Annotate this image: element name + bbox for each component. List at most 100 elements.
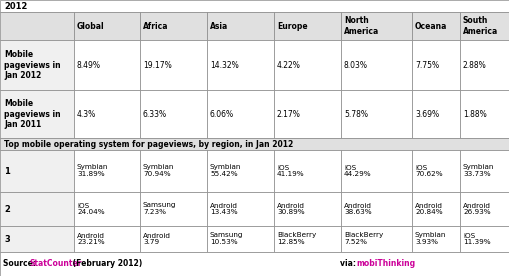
Text: 19.17%: 19.17% xyxy=(143,60,172,70)
Text: Samsung
7.23%: Samsung 7.23% xyxy=(143,203,176,216)
Bar xyxy=(74,192,140,226)
Bar xyxy=(0,138,509,150)
Bar xyxy=(74,150,140,192)
Bar xyxy=(411,40,459,90)
Bar xyxy=(341,192,411,226)
Text: Mobile
pageviews in
Jan 2012: Mobile pageviews in Jan 2012 xyxy=(4,50,61,80)
Bar xyxy=(459,192,509,226)
Text: Symbian
31.89%: Symbian 31.89% xyxy=(77,164,108,177)
Text: North
America: North America xyxy=(344,16,379,36)
Text: 14.32%: 14.32% xyxy=(210,60,238,70)
Bar xyxy=(411,150,459,192)
Bar xyxy=(140,12,207,40)
Text: 2012: 2012 xyxy=(4,1,27,10)
Text: Android
13.43%: Android 13.43% xyxy=(210,203,238,216)
Bar xyxy=(74,226,140,252)
Bar xyxy=(273,90,341,138)
Bar xyxy=(0,90,74,138)
Text: Android
26.93%: Android 26.93% xyxy=(462,203,490,216)
Text: Android
23.21%: Android 23.21% xyxy=(77,232,105,245)
Bar xyxy=(0,12,74,40)
Bar xyxy=(140,192,207,226)
Text: Global: Global xyxy=(77,22,104,31)
Text: 8.03%: 8.03% xyxy=(344,60,367,70)
Bar xyxy=(459,12,509,40)
Text: Africa: Africa xyxy=(143,22,168,31)
Bar xyxy=(459,226,509,252)
Bar xyxy=(74,12,140,40)
Text: Android
30.89%: Android 30.89% xyxy=(276,203,304,216)
Bar xyxy=(459,40,509,90)
Text: 1.88%: 1.88% xyxy=(462,110,486,118)
Text: Mobile
pageviews in
Jan 2011: Mobile pageviews in Jan 2011 xyxy=(4,99,61,129)
Bar xyxy=(411,90,459,138)
Text: 8.49%: 8.49% xyxy=(77,60,101,70)
Bar xyxy=(273,192,341,226)
Text: 6.33%: 6.33% xyxy=(143,110,167,118)
Text: 4.22%: 4.22% xyxy=(276,60,300,70)
Text: StatCounter: StatCounter xyxy=(30,259,82,269)
Bar xyxy=(341,40,411,90)
Text: via:: via: xyxy=(340,259,358,269)
Text: 2.17%: 2.17% xyxy=(276,110,300,118)
Bar xyxy=(411,192,459,226)
Text: iOS
41.19%: iOS 41.19% xyxy=(276,164,304,177)
Text: BlackBerry
12.85%: BlackBerry 12.85% xyxy=(276,232,316,245)
Bar xyxy=(140,40,207,90)
Text: South
America: South America xyxy=(462,16,497,36)
Text: Android
3.79: Android 3.79 xyxy=(143,232,171,245)
Text: Symbian
33.73%: Symbian 33.73% xyxy=(462,164,493,177)
Bar xyxy=(74,40,140,90)
Bar xyxy=(341,12,411,40)
Text: 3.69%: 3.69% xyxy=(414,110,438,118)
Text: 1: 1 xyxy=(4,166,10,176)
Bar xyxy=(411,12,459,40)
Text: Asia: Asia xyxy=(210,22,228,31)
Text: mobiThinking: mobiThinking xyxy=(355,259,414,269)
Bar xyxy=(273,12,341,40)
Bar xyxy=(411,226,459,252)
Text: Symbian
3.93%: Symbian 3.93% xyxy=(414,232,445,245)
Bar xyxy=(341,226,411,252)
Bar xyxy=(207,150,273,192)
Text: Europe: Europe xyxy=(276,22,307,31)
Bar xyxy=(207,12,273,40)
Bar xyxy=(273,40,341,90)
Bar xyxy=(140,226,207,252)
Bar xyxy=(140,150,207,192)
Bar xyxy=(341,90,411,138)
Bar xyxy=(207,192,273,226)
Bar xyxy=(0,252,509,276)
Text: 4.3%: 4.3% xyxy=(77,110,96,118)
Bar xyxy=(273,226,341,252)
Text: Samsung
10.53%: Samsung 10.53% xyxy=(210,232,243,245)
Text: 6.06%: 6.06% xyxy=(210,110,234,118)
Bar xyxy=(140,90,207,138)
Text: iOS
24.04%: iOS 24.04% xyxy=(77,203,104,216)
Bar xyxy=(0,0,509,12)
Bar xyxy=(74,90,140,138)
Bar xyxy=(341,150,411,192)
Text: Symbian
70.94%: Symbian 70.94% xyxy=(143,164,174,177)
Text: Symbian
55.42%: Symbian 55.42% xyxy=(210,164,241,177)
Bar xyxy=(0,192,74,226)
Text: 7.75%: 7.75% xyxy=(414,60,438,70)
Text: Top mobile operating system for pageviews, by region, in Jan 2012: Top mobile operating system for pageview… xyxy=(4,139,293,148)
Text: 5.78%: 5.78% xyxy=(344,110,367,118)
Text: Android
38.63%: Android 38.63% xyxy=(344,203,371,216)
Bar xyxy=(207,226,273,252)
Text: 2: 2 xyxy=(4,205,10,214)
Text: iOS
44.29%: iOS 44.29% xyxy=(344,164,371,177)
Text: Source:: Source: xyxy=(3,259,39,269)
Text: (February 2012): (February 2012) xyxy=(70,259,142,269)
Text: 3: 3 xyxy=(4,235,10,243)
Text: 2.88%: 2.88% xyxy=(462,60,486,70)
Bar xyxy=(0,40,74,90)
Text: BlackBerry
7.52%: BlackBerry 7.52% xyxy=(344,232,382,245)
Text: iOS
11.39%: iOS 11.39% xyxy=(462,232,490,245)
Text: Android
20.84%: Android 20.84% xyxy=(414,203,442,216)
Bar xyxy=(0,226,74,252)
Bar xyxy=(0,150,74,192)
Text: iOS
70.62%: iOS 70.62% xyxy=(414,164,442,177)
Bar xyxy=(207,90,273,138)
